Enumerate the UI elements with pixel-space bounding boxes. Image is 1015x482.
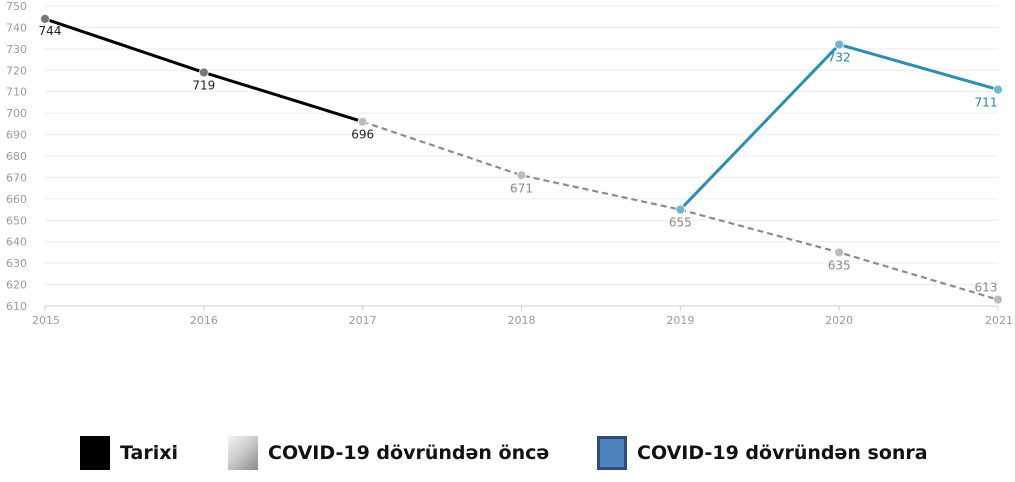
data-point (993, 294, 1003, 305)
data-label: 635 (828, 258, 851, 272)
data-labels: 744 719 696 671 655 635 613 732 711 (39, 24, 998, 295)
data-label: 744 (39, 24, 62, 38)
data-label: 655 (669, 216, 692, 230)
y-tick-label: 710 (6, 86, 27, 99)
legend-item-post-covid: COVID-19 dövründən sonra (597, 436, 928, 470)
y-axis-ticks: 610 620 630 640 650 660 670 680 690 700 710 720 730 7… (6, 0, 27, 313)
grid-lines (44, 5, 999, 311)
series-points (40, 13, 1003, 305)
y-tick-label: 630 (6, 257, 27, 270)
data-label: 732 (828, 51, 851, 65)
data-label: 711 (975, 96, 998, 110)
data-label: 671 (510, 181, 533, 195)
y-tick-label: 680 (6, 150, 27, 163)
x-axis-ticks: 2015 2016 2017 2018 2019 2020 2021 (32, 314, 1013, 327)
y-tick-label: 640 (6, 236, 27, 249)
data-point (40, 13, 50, 24)
series-line (679, 43, 999, 211)
x-tick-label: 2016 (190, 314, 218, 327)
legend-swatch-post-covid (597, 436, 627, 470)
legend-label-post-covid: COVID-19 dövründən sonra (637, 442, 928, 464)
y-tick-label: 690 (6, 129, 27, 142)
y-tick-label: 620 (6, 279, 27, 292)
legend-swatch-tarixi (80, 436, 110, 470)
data-point (357, 116, 368, 127)
line-chart: 610 620 630 640 650 660 670 680 690 700 710 720 730 7… (6, 0, 1013, 327)
y-tick-label: 750 (6, 0, 27, 13)
y-tick-label: 650 (6, 214, 27, 227)
legend-swatch-pre-covid (228, 436, 258, 470)
series-lines (44, 17, 999, 301)
x-tick-label: 2015 (32, 314, 60, 327)
y-tick-label: 730 (6, 43, 27, 56)
y-tick-label: 670 (6, 171, 27, 184)
y-tick-label: 610 (6, 300, 27, 313)
data-label: 613 (975, 281, 998, 295)
data-point (675, 204, 686, 215)
x-tick-label: 2020 (825, 314, 853, 327)
legend: Tarixi COVID-19 dövründən öncə COVID-19 … (0, 436, 1015, 480)
y-tick-label: 660 (6, 193, 27, 206)
legend-label-tarixi: Tarixi (120, 442, 178, 464)
data-label: 696 (351, 128, 374, 142)
legend-item-tarixi: Tarixi (80, 436, 178, 470)
y-tick-label: 720 (6, 64, 27, 77)
data-point (198, 67, 209, 78)
x-tick-label: 2017 (349, 314, 377, 327)
data-point (516, 170, 527, 181)
y-tick-label: 700 (6, 107, 27, 120)
data-label: 719 (192, 78, 215, 92)
legend-item-pre-covid: COVID-19 dövründən öncə (228, 436, 549, 470)
x-tick-label: 2021 (985, 314, 1013, 327)
data-point (993, 84, 1003, 95)
x-tick-label: 2018 (508, 314, 536, 327)
data-point (834, 247, 845, 258)
x-tick-label: 2019 (666, 314, 694, 327)
y-tick-label: 740 (6, 21, 27, 34)
data-point (834, 39, 845, 50)
legend-label-pre-covid: COVID-19 dövründən öncə (268, 442, 550, 464)
